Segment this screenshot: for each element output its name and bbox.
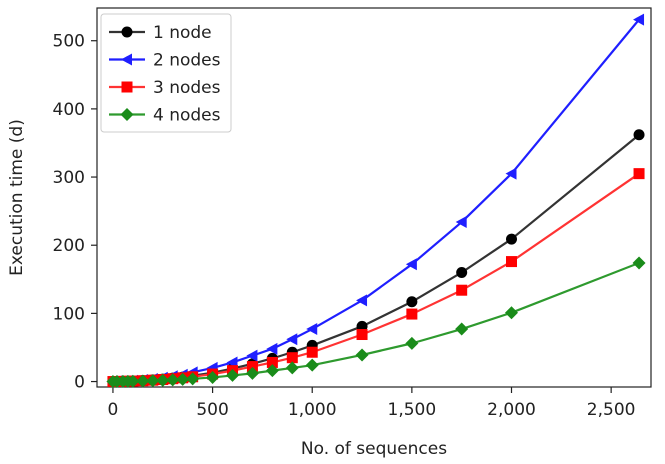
- legend-label: 4 nodes: [153, 106, 221, 126]
- legend-label: 2 nodes: [153, 51, 221, 71]
- x-tick-label: 1,500: [388, 400, 437, 420]
- legend-label: 3 nodes: [153, 78, 221, 98]
- data-point-2-nodes: [266, 342, 278, 355]
- x-tick-label: 500: [196, 400, 228, 420]
- data-point-2-nodes: [633, 13, 645, 26]
- data-point-4-nodes: [186, 372, 200, 386]
- data-point-4-nodes: [126, 374, 140, 388]
- y-axis-ticks: 0 100 200 300 400 500: [53, 32, 97, 393]
- legend-label: 1 node: [153, 23, 212, 43]
- legend-marker: [121, 53, 132, 66]
- data-point-3-nodes: [246, 361, 258, 373]
- plot-frame: [96, 7, 652, 388]
- x-tick-label: 2,000: [487, 400, 536, 420]
- y-tick-label: 500: [53, 32, 85, 52]
- data-point-4-nodes: [405, 336, 419, 350]
- data-point-1-node: [633, 129, 645, 141]
- data-point-2-nodes: [246, 349, 258, 362]
- data-point-4-nodes: [285, 361, 299, 375]
- x-tick-label: 2,500: [587, 400, 636, 420]
- data-point-3-nodes: [306, 346, 318, 358]
- data-point-2-nodes: [505, 167, 517, 180]
- data-point-4-nodes: [245, 366, 259, 380]
- data-point-1-node: [456, 266, 468, 278]
- data-point-3-nodes: [286, 352, 298, 364]
- data-point-4-nodes: [136, 374, 150, 388]
- legend-marker: [120, 108, 134, 121]
- legend-item-3-nodes: 3 nodes: [109, 78, 221, 98]
- data-point-4-nodes: [146, 374, 160, 388]
- series-line-4-nodes: [112, 261, 640, 383]
- series-layer: [106, 13, 646, 389]
- data-point-4-nodes: [265, 364, 279, 378]
- data-point-3-nodes: [406, 308, 418, 320]
- y-tick-label: 0: [74, 373, 85, 393]
- data-point-4-nodes: [166, 373, 180, 387]
- legend-marker: [121, 81, 133, 93]
- series-line-1-node: [112, 133, 640, 383]
- data-point-2-nodes: [286, 333, 298, 346]
- legend-box: [100, 13, 232, 133]
- legend-marker: [121, 26, 133, 38]
- plot-border: [96, 7, 652, 388]
- data-point-4-nodes: [632, 256, 646, 270]
- data-point-3-nodes: [456, 284, 468, 296]
- data-point-4-nodes: [505, 306, 519, 320]
- data-point-1-node: [406, 296, 418, 308]
- y-tick-label: 100: [53, 304, 85, 324]
- data-point-4-nodes: [226, 368, 240, 382]
- data-point-2-nodes: [356, 294, 368, 307]
- y-tick-label: 300: [53, 168, 85, 188]
- data-point-3-nodes: [356, 329, 368, 341]
- series-1-node: [107, 129, 645, 388]
- series-4-nodes: [106, 256, 646, 389]
- series-line-3-nodes: [112, 172, 640, 383]
- data-point-4-nodes: [355, 348, 369, 362]
- x-tick-label: 0: [108, 400, 119, 420]
- data-point-3-nodes: [266, 356, 278, 368]
- x-axis-label: No. of sequences: [301, 439, 447, 459]
- data-point-2-nodes: [306, 323, 318, 336]
- legend: 1 node 2 nodes 3 nodes 4 nodes: [100, 13, 232, 133]
- y-tick-label: 400: [53, 100, 85, 120]
- data-point-1-node: [506, 233, 518, 245]
- legend-item-1-node: 1 node: [109, 23, 212, 43]
- data-point-2-nodes: [405, 258, 417, 271]
- data-point-4-nodes: [156, 373, 170, 387]
- y-axis-label: Execution time (d): [7, 119, 27, 276]
- data-point-3-nodes: [633, 168, 645, 180]
- data-point-4-nodes: [455, 322, 469, 336]
- data-point-4-nodes: [176, 372, 190, 386]
- legend-item-4-nodes: 4 nodes: [109, 106, 221, 126]
- x-axis-ticks: 0 500 1,000 1,500 2,000 2,500: [108, 387, 636, 420]
- data-point-4-nodes: [206, 370, 220, 384]
- data-point-3-nodes: [506, 256, 518, 268]
- data-point-4-nodes: [305, 358, 319, 372]
- x-tick-label: 1,000: [288, 400, 337, 420]
- data-point-2-nodes: [455, 216, 467, 229]
- series-3-nodes: [107, 168, 645, 388]
- y-tick-label: 200: [53, 236, 85, 256]
- legend-item-2-nodes: 2 nodes: [109, 51, 221, 71]
